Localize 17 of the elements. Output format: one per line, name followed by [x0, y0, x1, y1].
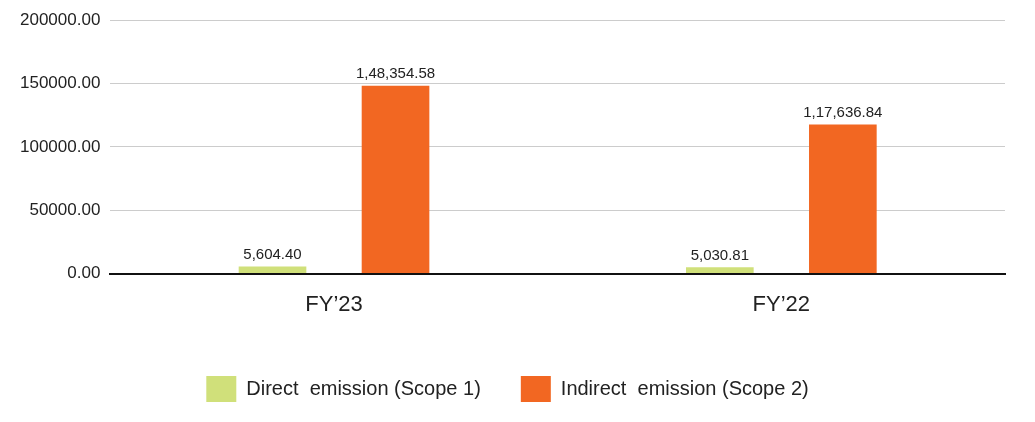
- y-tick-label: 0.00: [67, 263, 101, 283]
- x-tick-label: FY’22: [752, 290, 811, 316]
- y-tick-label: 150000.00: [19, 73, 101, 93]
- legend-label: Direct emission (Scope 1): [246, 376, 481, 399]
- data-label: 5,030.81: [690, 245, 750, 263]
- data-label: 1,48,354.58: [355, 64, 436, 82]
- data-label: 1,17,636.84: [803, 103, 883, 121]
- legend-label: Indirect emission (Scope 2): [560, 376, 809, 399]
- y-tick-label: 100000.00: [19, 136, 101, 156]
- bar: [238, 266, 307, 274]
- bar: [809, 124, 877, 274]
- bar: [361, 85, 430, 274]
- y-tick-label: 200000.00: [19, 9, 101, 29]
- y-tick-label: 50000.00: [29, 199, 101, 219]
- x-tick-label: FY’23: [305, 290, 363, 316]
- data-label: 5,604.40: [243, 245, 302, 263]
- bar: [686, 267, 754, 274]
